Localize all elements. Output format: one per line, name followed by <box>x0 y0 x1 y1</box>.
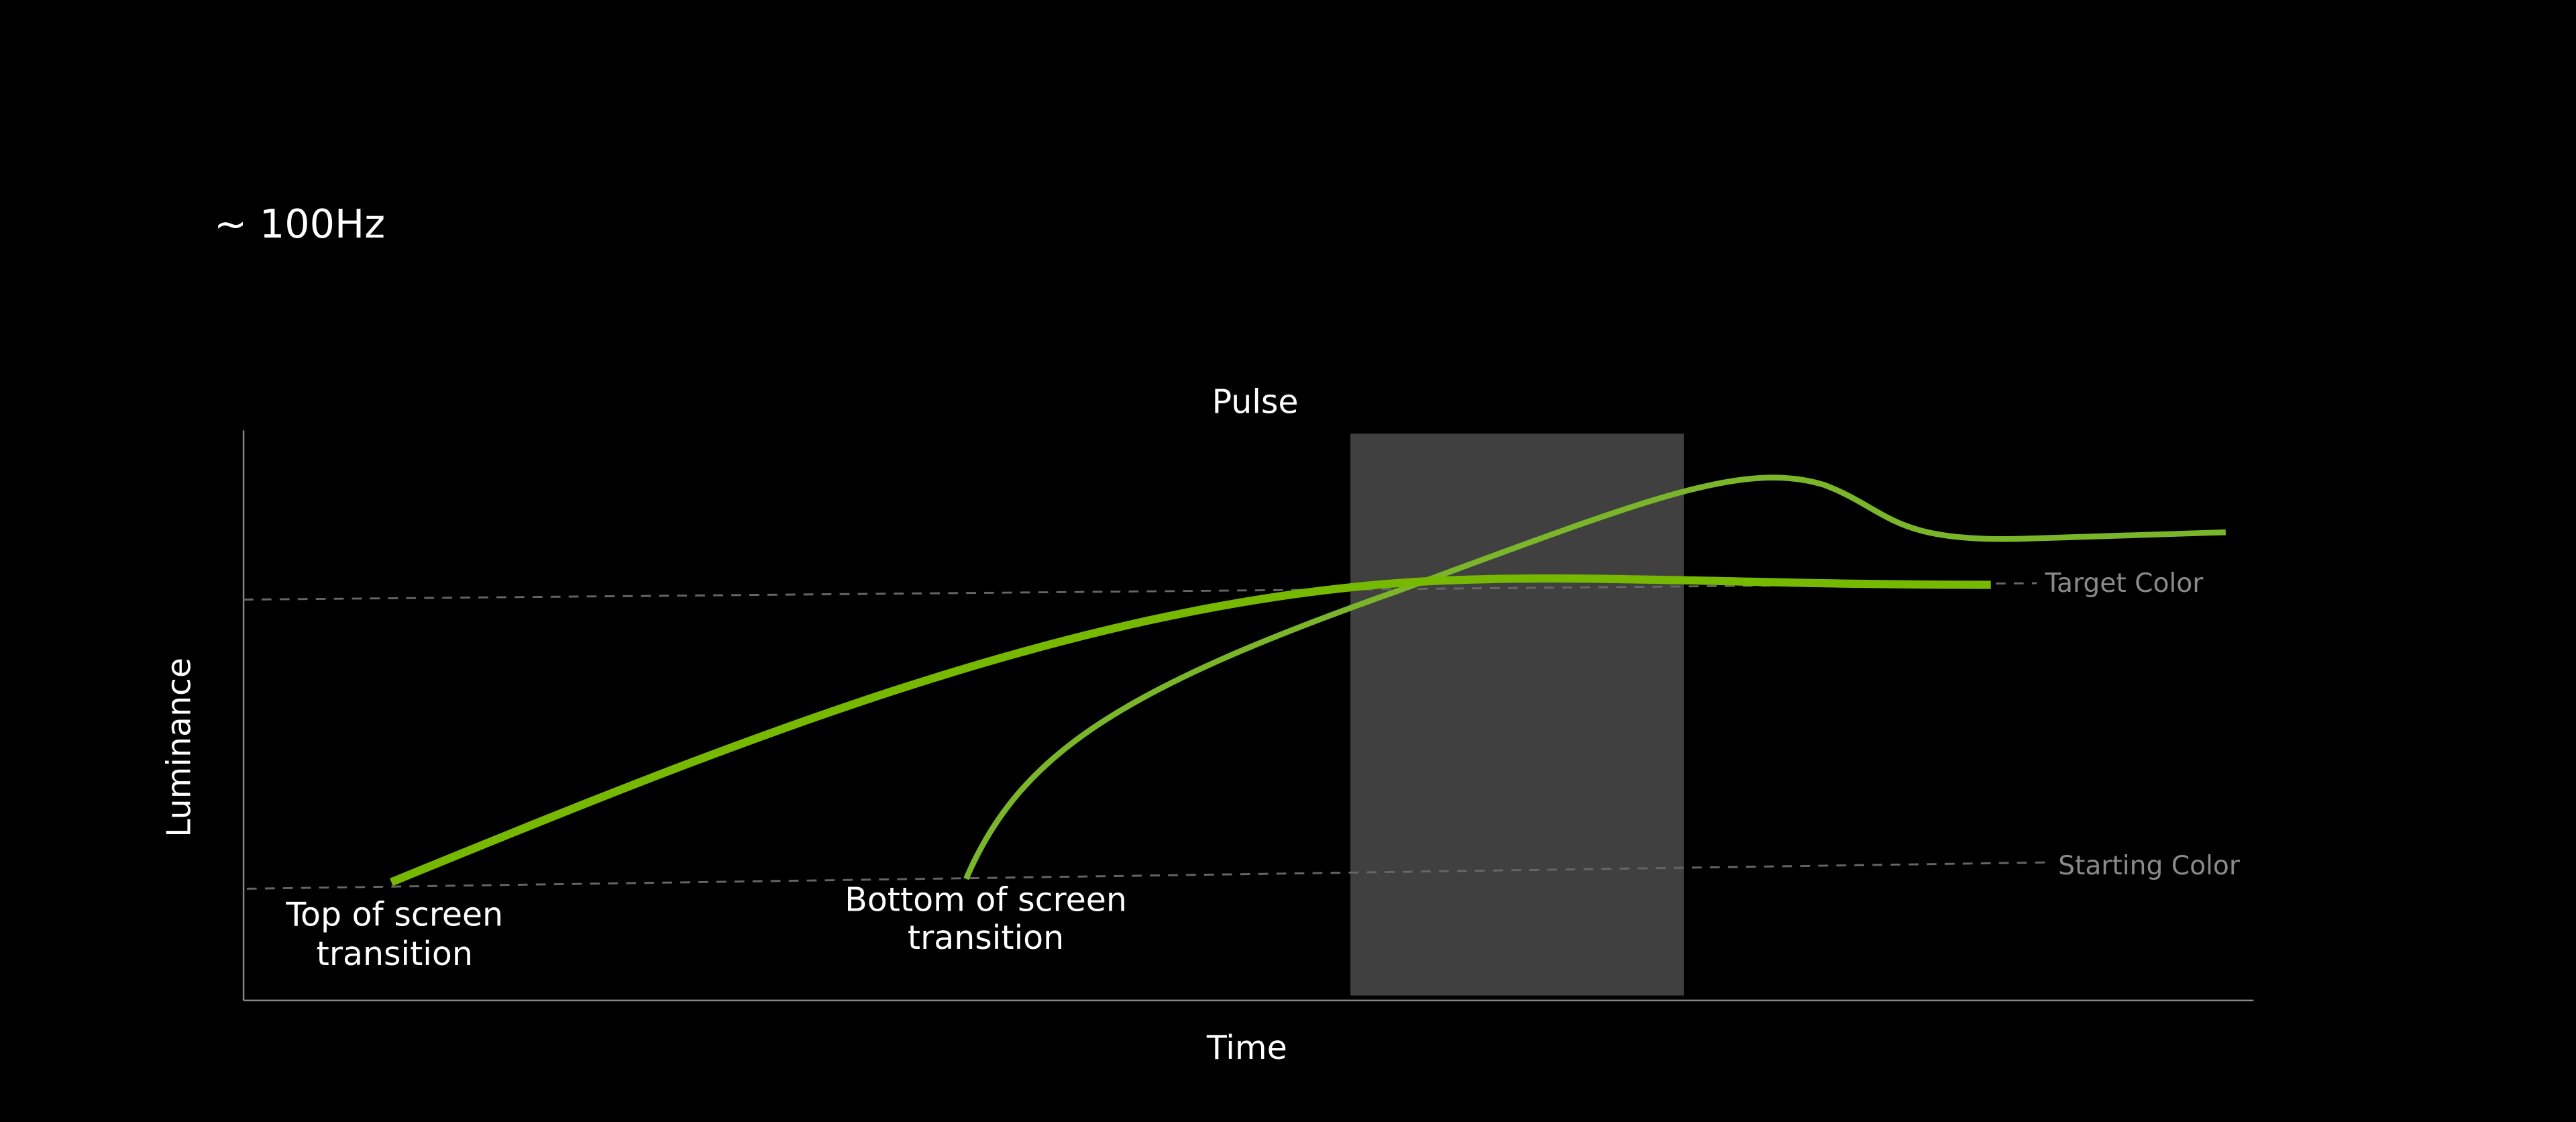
top-label: Top of screen <box>285 895 503 933</box>
y-axis-label: Luminance <box>160 658 199 837</box>
starting-label: Starting Color <box>2058 851 2241 881</box>
target-label: Target Color <box>2045 568 2204 599</box>
bottom-curve <box>963 474 2226 880</box>
chart-title: Pulse <box>1212 383 1299 421</box>
bottom-label: transition <box>908 919 1064 957</box>
x-axis-label: Time <box>1206 1029 1287 1067</box>
top-label: transition <box>317 935 473 973</box>
page-title: ~ 100Hz <box>214 201 385 247</box>
bottom-label: Bottom of screen <box>845 880 1127 919</box>
pulse-window <box>1350 434 1684 996</box>
top-curve <box>390 574 1991 886</box>
